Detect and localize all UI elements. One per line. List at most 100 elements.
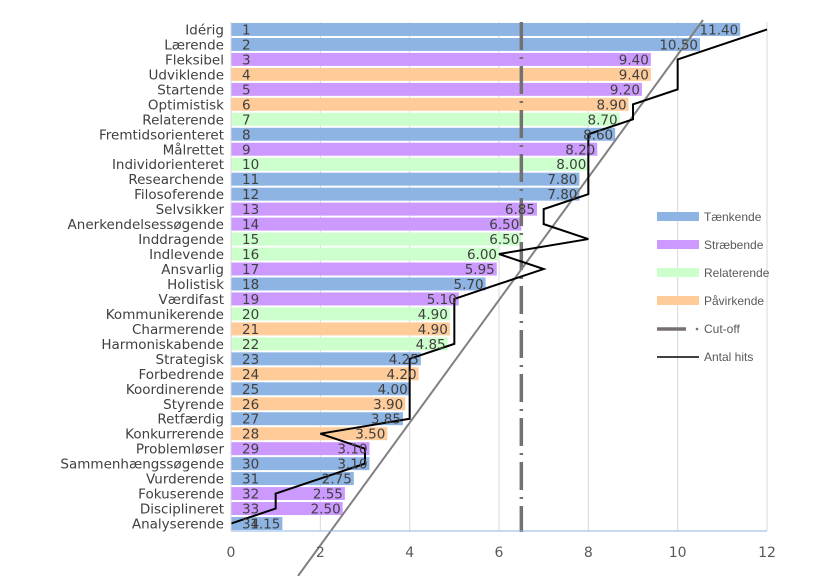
rank-label: 33 [242,502,259,518]
bar [231,322,450,336]
rank-label: 1 [242,22,251,38]
bar [231,187,580,201]
legend-label: Tænkende [704,210,762,224]
rank-label: 11 [242,172,259,188]
bar [231,442,370,456]
category-label: Koordinerende [126,382,224,398]
value-label: 10.50 [659,37,698,53]
category-label: Startende [157,82,224,98]
category-label: Retfærdig [157,412,224,428]
labels: Idérig 1 11.40 Lærende 2 10.50 Fleksibel 3 9.40 U… [60,22,738,532]
value-label: 4.90 [418,322,448,338]
legend-label: Relaterende [704,266,770,280]
bar [231,277,486,291]
legend: Tænkende Stræbende Relaterende Påvirkende Cu… [657,210,770,364]
bar [231,487,345,501]
rank-label: 31 [242,472,259,488]
trendline [297,19,704,576]
bar [231,37,700,51]
category-label: Selvsikker [156,202,225,218]
value-label: 3.10 [337,457,367,473]
bar [231,247,499,261]
rank-label: 23 [242,352,259,368]
category-label: Ansvarlig [161,262,224,278]
x-axis: 0 2 4 6 8 10 12 [227,22,776,561]
value-label: 4.25 [389,352,419,368]
category-label: Forbedrende [138,367,224,383]
category-label: Individorienteret [112,157,224,173]
bar [231,157,589,171]
rank-label: 10 [242,157,259,173]
value-label: 4.00 [378,382,408,398]
bar [231,457,370,471]
value-label: 6.50 [489,232,519,248]
rank-label: 3 [242,52,251,68]
bar [231,217,522,231]
rank-label: 21 [242,322,259,338]
category-label: Optimistisk [148,97,224,113]
rank-label: 7 [242,112,251,128]
rank-label: 13 [242,202,259,218]
category-label: Anerkendelsessøgende [68,217,224,233]
legend-item: Påvirkende [657,294,764,308]
category-label: Konkurrerende [125,427,224,443]
legend-swatch-dot [695,327,699,331]
bar [231,202,537,216]
x-tick-label: 12 [758,545,776,561]
value-label: 6.85 [505,202,535,218]
value-label: 7.80 [547,187,577,203]
bar [231,412,403,426]
category-label: Fleksibel [165,52,224,68]
rank-label: 29 [242,442,259,458]
category-label: Analyserende [132,517,224,533]
x-tick-label: 8 [584,545,593,561]
category-label: Fokuserende [138,487,224,503]
x-tick-label: 0 [227,545,236,561]
value-label: 8.60 [583,127,613,143]
legend-item: Stræbende [657,238,764,252]
value-label: 8.00 [556,157,586,173]
value-label: 4.20 [387,367,417,383]
x-tick-label: 2 [316,545,325,561]
rank-label: 15 [242,232,259,248]
bar [231,172,580,186]
value-label: 8.90 [596,97,626,113]
x-tick-label: 6 [495,545,504,561]
rank-label: 26 [242,397,259,413]
bar [231,112,620,126]
legend-label: Cut-off [704,322,740,336]
rank-label: 22 [242,337,259,353]
category-label: Holistisk [167,277,224,293]
x-tick-label: 4 [405,545,414,561]
rank-label: 27 [242,412,259,428]
category-label: Styrende [163,397,224,413]
bar [231,472,354,486]
value-label: 4.85 [416,337,446,353]
bar [231,67,651,81]
bar [231,97,629,111]
value-label: 11.40 [700,22,739,38]
rank-label: 8 [242,127,251,143]
legend-swatch [657,240,699,249]
category-label: Værdifast [159,292,224,308]
rank-label: 17 [242,262,259,278]
bar [231,142,598,156]
category-label: Relaterende [142,112,224,128]
bar [231,382,410,396]
rank-label: 12 [242,187,259,203]
legend-item: Cut-off [657,322,740,336]
value-label: 5.70 [454,277,484,293]
rank-label: 14 [242,217,259,233]
value-label: 2.55 [313,487,343,503]
rank-label: 18 [242,277,259,293]
value-label: 3.90 [373,397,403,413]
category-label: Lærende [164,37,224,53]
value-label: 3.50 [355,427,385,443]
x-tick-label: 10 [669,545,687,561]
legend-swatch [657,212,699,221]
legend-label: Påvirkende [704,294,764,308]
category-label: Disciplineret [140,502,224,518]
rank-label: 28 [242,427,259,443]
legend-swatch [657,296,699,305]
value-label: 7.80 [547,172,577,188]
